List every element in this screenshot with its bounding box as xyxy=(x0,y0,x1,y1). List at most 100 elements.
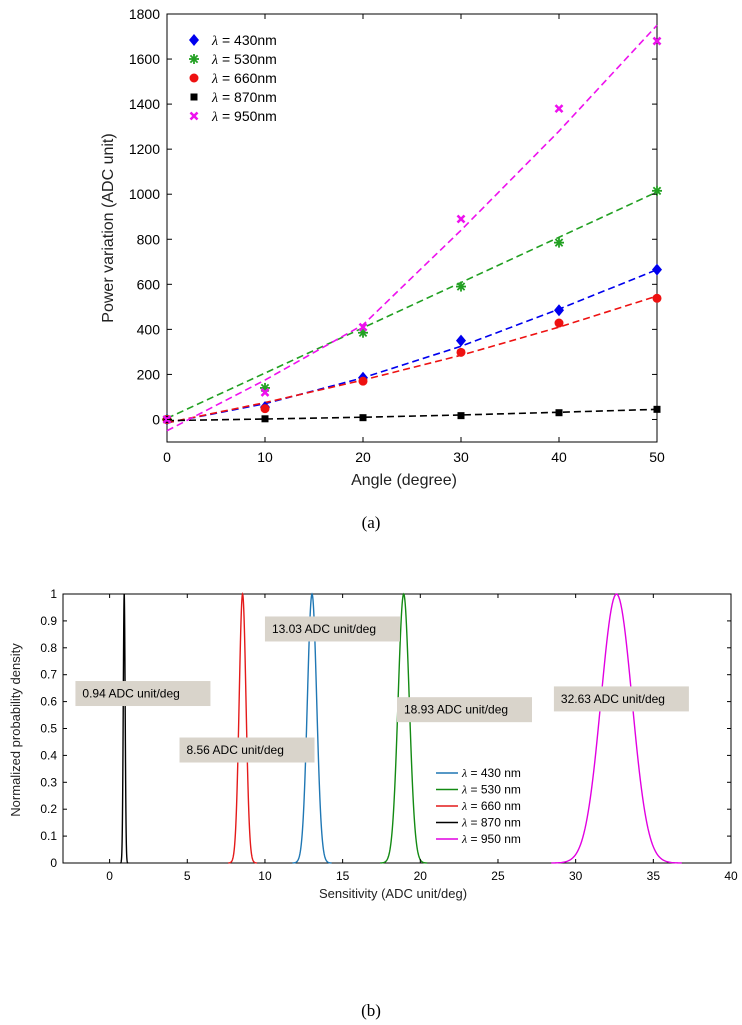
chart-a-data-point xyxy=(261,415,269,423)
chart-a-data-point xyxy=(359,414,367,422)
chart-a-legend-marker xyxy=(189,54,199,64)
chart-b-x-tick-label: 30 xyxy=(569,869,583,883)
chart-a-data-point xyxy=(456,281,466,292)
chart-b: 0 5 10 15 20 25 30 35 40 0 0.1 0.2 0.3 0.4 0.5 0.6 0.7 0.… xyxy=(8,587,738,1020)
chart-a-data-point xyxy=(554,237,564,248)
chart-b-annotation-box xyxy=(553,686,689,712)
chart-a-legend-marker xyxy=(190,93,198,101)
chart-a-x-label: Angle (degree) xyxy=(351,472,457,489)
chart-a-data-point xyxy=(554,104,564,114)
chart-b-annotation-box xyxy=(397,697,532,723)
chart-b-y-tick-label: 0 xyxy=(50,856,57,870)
chart-b-y-tick-label: 1 xyxy=(50,587,57,601)
chart-b-x-tick-label: 5 xyxy=(184,869,191,883)
chart-b-legend-label: λ = 430 nm xyxy=(461,766,521,780)
chart-b-annotation-text: 18.93 ADC unit/deg xyxy=(404,703,508,717)
chart-b-y-tick-label: 0.1 xyxy=(40,829,57,843)
caption-a: (a) xyxy=(362,513,381,532)
chart-a-x-tick-label: 0 xyxy=(163,449,171,465)
chart-a-data-point xyxy=(652,293,662,303)
chart-b-density-curve xyxy=(380,592,428,864)
chart-a-x-tick-label: 50 xyxy=(649,449,665,465)
chart-a-x-tick-label: 30 xyxy=(453,449,469,465)
chart-a-y-tick-label: 1400 xyxy=(129,96,160,112)
chart-a-data-point xyxy=(554,318,564,328)
chart-a-y-tick-label: 1800 xyxy=(129,6,160,22)
chart-a-data-point xyxy=(652,36,662,46)
chart-a-x-tick-label: 40 xyxy=(551,449,567,465)
chart-b-annotation-text: 0.94 ADC unit/deg xyxy=(82,687,179,701)
chart-a-data-point xyxy=(652,185,662,196)
chart-b-x-tick-label: 35 xyxy=(647,869,661,883)
chart-b-y-tick-label: 0.5 xyxy=(40,722,57,736)
chart-a-x-tick-label: 10 xyxy=(257,449,273,465)
chart-a-y-tick-label: 600 xyxy=(137,276,161,292)
chart-b-density-curve xyxy=(228,591,257,864)
chart-b-annotation-text: 13.03 ADC unit/deg xyxy=(272,622,376,636)
chart-a-data-point xyxy=(653,405,661,413)
chart-b-annotation-text: 32.63 ADC unit/deg xyxy=(561,692,665,706)
chart-b-legend-label: λ = 530 nm xyxy=(461,783,521,797)
chart-a-data-point xyxy=(260,404,270,414)
chart-a-legend-marker xyxy=(189,111,199,121)
chart-a-data-point xyxy=(456,347,466,357)
chart-a-legend-label: λ = 870nm xyxy=(211,89,277,106)
chart-a-data-point xyxy=(456,214,466,224)
chart-a-data-point xyxy=(358,322,368,332)
chart-a-frame xyxy=(166,13,658,443)
chart-b-density-curve xyxy=(120,593,129,864)
chart-b-x-tick-label: 15 xyxy=(336,869,350,883)
chart-a-fit-line xyxy=(166,295,658,424)
chart-b-y-label: Normalized probability density xyxy=(8,643,23,817)
chart-b-y-tick-label: 0.3 xyxy=(40,775,57,789)
chart-b-y-tick-label: 0.4 xyxy=(40,748,57,762)
chart-a-fit-line xyxy=(166,191,658,420)
chart-a-fit-line xyxy=(166,24,658,432)
caption-b: (b) xyxy=(361,1001,381,1020)
chart-a-y-tick-label: 800 xyxy=(137,231,161,247)
chart-b-annotation-text: 8.56 ADC unit/deg xyxy=(187,743,284,757)
chart-b-y-tick-label: 0.6 xyxy=(40,695,57,709)
chart-a-y-label: Power variation (ADC unit) xyxy=(100,133,117,322)
chart-a-legend-label: λ = 660nm xyxy=(211,70,277,87)
chart-a-legend-label: λ = 530nm xyxy=(211,51,277,68)
chart-b-legend-label: λ = 660 nm xyxy=(461,799,521,813)
chart-a-legend-marker xyxy=(189,34,199,46)
chart-b-annotation-box xyxy=(179,737,315,763)
chart-a-y-tick-label: 200 xyxy=(137,366,161,382)
chart-b-x-tick-label: 40 xyxy=(724,869,738,883)
chart-b-density-curve xyxy=(292,592,332,864)
chart-a-y-tick-label: 0 xyxy=(152,411,160,427)
chart-a-fit-line xyxy=(166,408,658,422)
chart-a-legend-marker xyxy=(189,73,199,83)
chart-b-annotation-box xyxy=(264,616,400,642)
chart-a-data-point xyxy=(652,263,662,276)
chart-b-x-tick-label: 25 xyxy=(491,869,505,883)
chart-a-legend-label: λ = 430nm xyxy=(211,32,277,49)
chart-b-y-tick-label: 0.9 xyxy=(40,614,57,628)
chart-a-y-tick-label: 400 xyxy=(137,321,161,337)
chart-b-y-tick-label: 0.2 xyxy=(40,802,57,816)
chart-b-x-label: Sensitivity (ADC unit/deg) xyxy=(319,886,467,901)
chart-a-y-tick-label: 1200 xyxy=(129,141,160,157)
chart-a-data-point xyxy=(260,388,270,397)
chart-a-data-point xyxy=(358,376,368,386)
chart-a-data-point xyxy=(555,409,563,417)
chart-a-y-tick-label: 1600 xyxy=(129,51,160,67)
chart-a-y-tick-label: 1000 xyxy=(129,186,160,202)
chart-a-fit-line xyxy=(166,268,658,424)
chart-b-y-tick-label: 0.7 xyxy=(40,668,57,682)
chart-a-data-point xyxy=(456,334,466,347)
chart-a: 0 10 20 30 40 50 0 200 400 600 800 1000 1200 1400 1600… xyxy=(100,6,665,532)
chart-b-legend-label: λ = 950 nm xyxy=(461,832,521,846)
chart-b-annotation-box xyxy=(75,681,211,707)
chart-a-legend-label: λ = 950nm xyxy=(211,108,277,125)
chart-b-x-tick-label: 10 xyxy=(258,869,272,883)
chart-a-data-point xyxy=(457,412,465,420)
chart-b-y-tick-label: 0.8 xyxy=(40,641,57,655)
chart-b-x-tick-label: 20 xyxy=(414,869,428,883)
chart-a-data-point xyxy=(554,304,564,317)
chart-b-x-tick-label: 0 xyxy=(106,869,113,883)
chart-b-legend-label: λ = 870 nm xyxy=(461,816,521,830)
